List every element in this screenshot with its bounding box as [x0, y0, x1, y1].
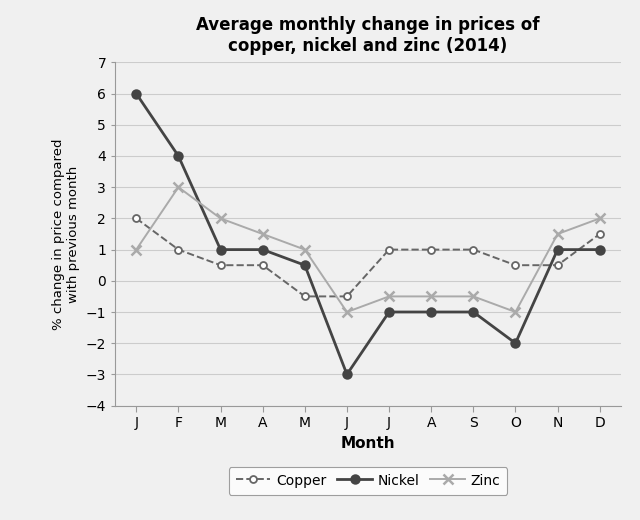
Copper: [554, 262, 561, 268]
Copper: [511, 262, 519, 268]
Zinc: [385, 293, 393, 300]
Legend: Copper, Nickel, Zinc: Copper, Nickel, Zinc: [228, 467, 508, 495]
Copper: [132, 215, 140, 222]
Zinc: [175, 184, 182, 190]
Nickel: [132, 90, 140, 97]
Nickel: [596, 246, 604, 253]
Line: Zinc: Zinc: [131, 183, 605, 317]
Zinc: [132, 246, 140, 253]
Copper: [217, 262, 225, 268]
Nickel: [511, 340, 519, 346]
Copper: [175, 246, 182, 253]
Zinc: [259, 231, 266, 237]
Nickel: [470, 309, 477, 315]
Copper: [259, 262, 266, 268]
Line: Nickel: Nickel: [132, 89, 604, 379]
Nickel: [554, 246, 561, 253]
Zinc: [511, 309, 519, 315]
Zinc: [217, 215, 225, 222]
Line: Copper: Copper: [132, 215, 604, 300]
Nickel: [259, 246, 266, 253]
Nickel: [175, 153, 182, 159]
Zinc: [301, 246, 308, 253]
Zinc: [343, 309, 351, 315]
Nickel: [301, 262, 308, 268]
Copper: [301, 293, 308, 300]
Zinc: [428, 293, 435, 300]
Y-axis label: % change in price compared
with previous month: % change in price compared with previous…: [52, 138, 80, 330]
Nickel: [217, 246, 225, 253]
Zinc: [596, 215, 604, 222]
Zinc: [470, 293, 477, 300]
Copper: [428, 246, 435, 253]
Copper: [470, 246, 477, 253]
Copper: [343, 293, 351, 300]
Title: Average monthly change in prices of
copper, nickel and zinc (2014): Average monthly change in prices of copp…: [196, 17, 540, 55]
Nickel: [428, 309, 435, 315]
Zinc: [554, 231, 561, 237]
Copper: [596, 231, 604, 237]
X-axis label: Month: Month: [340, 436, 396, 450]
Copper: [385, 246, 393, 253]
Nickel: [343, 371, 351, 378]
Nickel: [385, 309, 393, 315]
